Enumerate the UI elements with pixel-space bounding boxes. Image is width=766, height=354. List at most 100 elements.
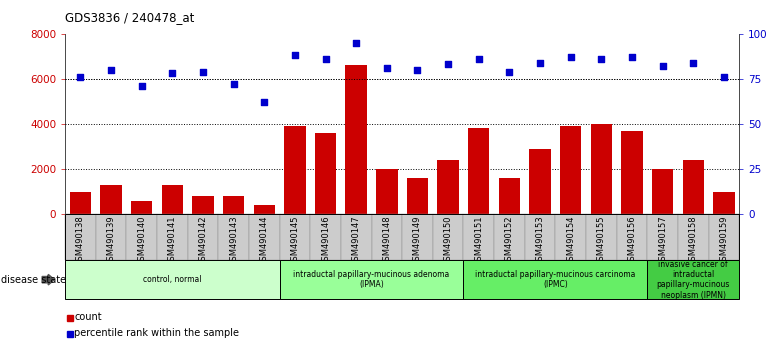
Point	[534, 60, 546, 65]
Bar	[560, 126, 581, 214]
Bar	[647, 214, 678, 260]
Bar	[372, 214, 402, 260]
Point	[289, 52, 301, 58]
Bar	[96, 214, 126, 260]
Bar	[713, 192, 735, 214]
Bar	[407, 178, 428, 214]
Point	[411, 67, 424, 73]
Text: GSM490147: GSM490147	[352, 216, 361, 266]
Text: GSM490149: GSM490149	[413, 216, 422, 266]
Bar	[162, 185, 183, 214]
Point	[718, 74, 730, 80]
Text: GSM490143: GSM490143	[229, 216, 238, 266]
Text: GSM490141: GSM490141	[168, 216, 177, 266]
Point	[258, 99, 270, 105]
Text: GSM490154: GSM490154	[566, 216, 575, 266]
Bar	[131, 201, 152, 214]
Bar	[280, 260, 463, 299]
Bar	[249, 214, 280, 260]
Point	[197, 69, 209, 74]
Bar	[315, 133, 336, 214]
Text: GSM490142: GSM490142	[198, 216, 208, 266]
Text: GSM490140: GSM490140	[137, 216, 146, 266]
Point	[166, 70, 178, 76]
Point	[473, 56, 485, 62]
Point	[350, 40, 362, 46]
Bar	[254, 205, 275, 214]
Text: GSM490146: GSM490146	[321, 216, 330, 266]
Bar	[157, 214, 188, 260]
Text: count: count	[74, 312, 102, 322]
Bar	[402, 214, 433, 260]
Bar	[463, 260, 647, 299]
Point	[626, 54, 638, 60]
Bar	[494, 214, 525, 260]
Text: GSM490152: GSM490152	[505, 216, 514, 266]
Text: GDS3836 / 240478_at: GDS3836 / 240478_at	[65, 11, 195, 24]
Point	[136, 83, 148, 89]
Bar	[525, 214, 555, 260]
Point	[228, 81, 240, 87]
Text: GSM490139: GSM490139	[106, 216, 116, 266]
Bar	[499, 178, 520, 214]
Point	[381, 65, 393, 71]
Bar	[621, 131, 643, 214]
Bar	[463, 214, 494, 260]
Bar	[341, 214, 372, 260]
Text: percentile rank within the sample: percentile rank within the sample	[74, 328, 239, 338]
Point	[105, 67, 117, 73]
Point	[319, 56, 332, 62]
Bar	[188, 214, 218, 260]
Point	[74, 74, 87, 80]
Bar	[126, 214, 157, 260]
Bar	[70, 192, 91, 214]
Text: GSM490145: GSM490145	[290, 216, 300, 266]
Bar	[647, 260, 739, 299]
Bar	[555, 214, 586, 260]
Text: GSM490153: GSM490153	[535, 216, 545, 266]
Bar	[617, 214, 647, 260]
Text: GSM490156: GSM490156	[627, 216, 637, 266]
Bar	[591, 124, 612, 214]
Bar	[223, 196, 244, 214]
Bar	[468, 129, 489, 214]
Text: disease state: disease state	[1, 275, 66, 285]
Point	[565, 54, 577, 60]
Bar	[65, 260, 280, 299]
Bar	[310, 214, 341, 260]
Bar	[709, 214, 739, 260]
Text: GSM490151: GSM490151	[474, 216, 483, 266]
Bar	[433, 214, 463, 260]
Point	[656, 63, 669, 69]
Text: invasive cancer of
intraductal
papillary-mucinous
neoplasm (IPMN): invasive cancer of intraductal papillary…	[656, 259, 730, 300]
Bar	[280, 214, 310, 260]
Text: GSM490157: GSM490157	[658, 216, 667, 266]
Text: GSM490155: GSM490155	[597, 216, 606, 266]
Text: GSM490150: GSM490150	[444, 216, 453, 266]
Point	[503, 69, 516, 74]
Text: intraductal papillary-mucinous carcinoma
(IPMC): intraductal papillary-mucinous carcinoma…	[475, 270, 636, 289]
Bar	[529, 149, 551, 214]
Bar	[218, 214, 249, 260]
Text: intraductal papillary-mucinous adenoma
(IPMA): intraductal papillary-mucinous adenoma (…	[293, 270, 450, 289]
Bar	[437, 160, 459, 214]
Text: GSM490159: GSM490159	[719, 216, 728, 266]
Point	[442, 62, 454, 67]
Bar	[586, 214, 617, 260]
Bar	[683, 160, 704, 214]
Bar	[284, 126, 306, 214]
Bar	[678, 214, 709, 260]
Point	[687, 60, 699, 65]
Text: GSM490144: GSM490144	[260, 216, 269, 266]
Bar	[100, 185, 122, 214]
Text: control, normal: control, normal	[143, 275, 201, 284]
Bar	[192, 196, 214, 214]
Bar	[652, 169, 673, 214]
Text: GSM490138: GSM490138	[76, 216, 85, 266]
Text: GSM490158: GSM490158	[689, 216, 698, 266]
Bar	[345, 65, 367, 214]
Bar	[65, 214, 96, 260]
Bar	[376, 169, 398, 214]
Point	[595, 56, 607, 62]
Text: GSM490148: GSM490148	[382, 216, 391, 266]
